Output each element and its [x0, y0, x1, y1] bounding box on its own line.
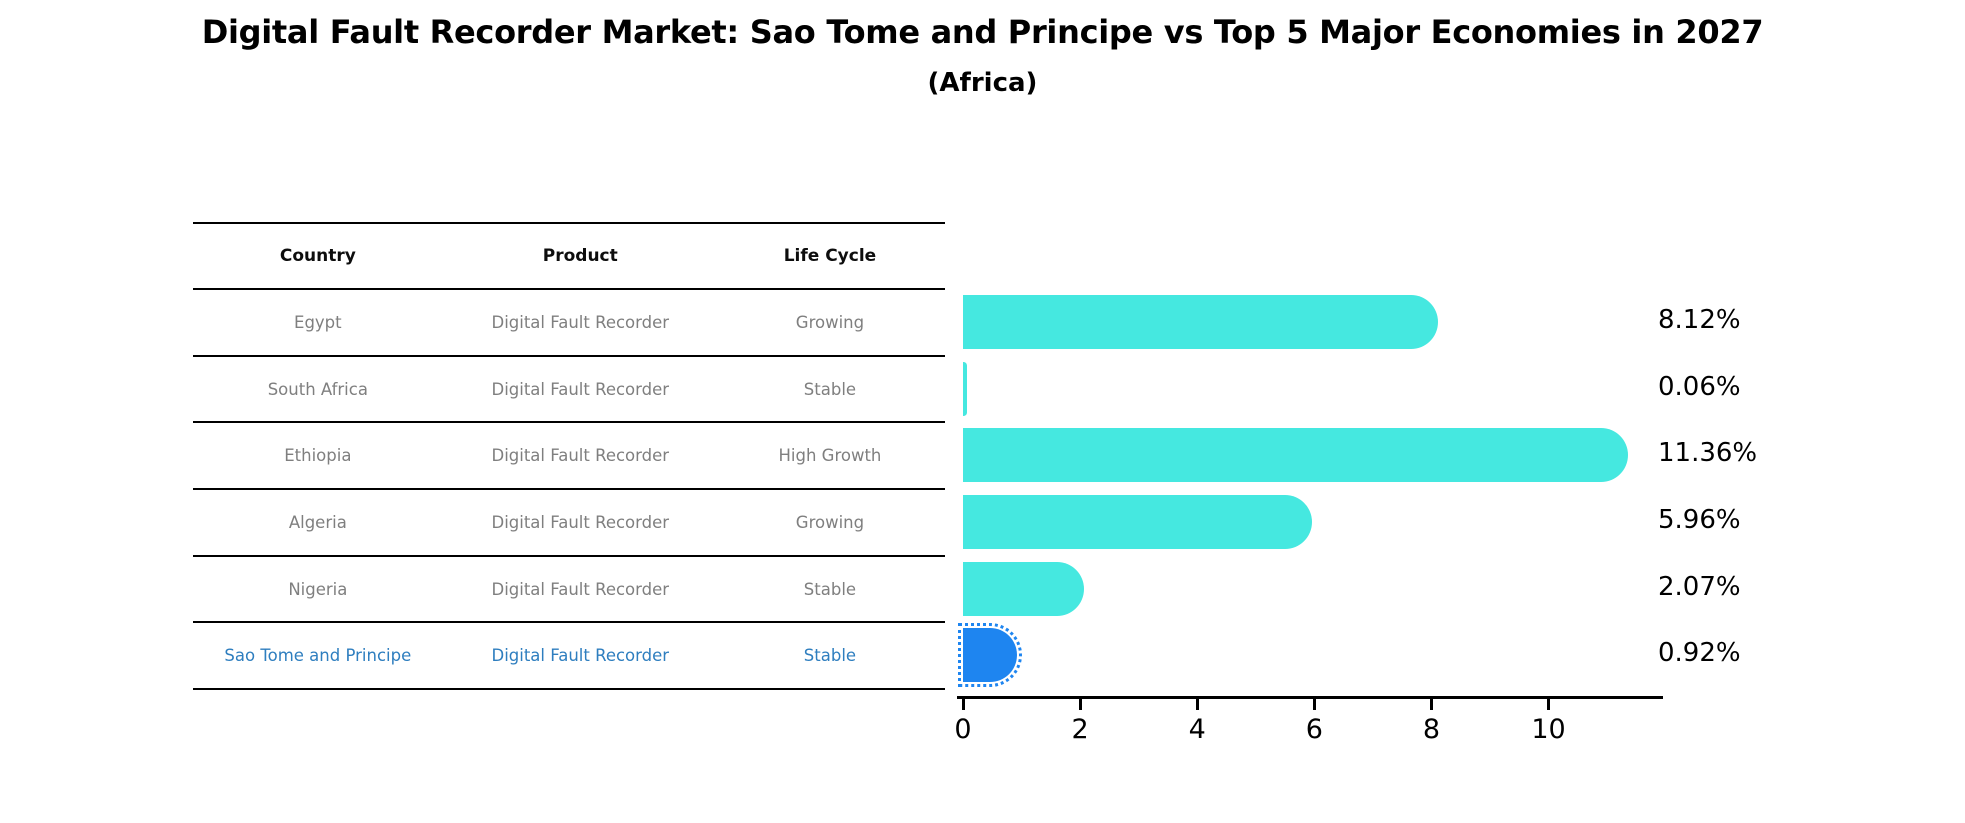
bar-highlight: [958, 623, 1022, 688]
cell-life-cycle: High Growth: [778, 446, 882, 466]
x-axis-tick-label: 6: [1305, 714, 1323, 745]
cell-product: Digital Fault Recorder: [491, 446, 670, 466]
bar: [963, 428, 1629, 483]
cell-country: Sao Tome and Principe: [224, 646, 412, 666]
x-axis-tick: [1078, 697, 1082, 710]
value-label: 8.12%: [1658, 305, 1741, 335]
chart-title: Digital Fault Recorder Market: Sao Tome …: [201, 13, 1764, 51]
x-axis-tick-label: 8: [1422, 714, 1441, 745]
table-row: Algeria Digital Fault Recorder Growing: [193, 490, 945, 557]
x-axis-tick: [1429, 697, 1433, 710]
cell-product: Digital Fault Recorder: [491, 312, 670, 332]
table-header-row: Country Product Life Cycle: [193, 224, 945, 290]
cell-product: Digital Fault Recorder: [491, 579, 670, 599]
value-label: 11.36%: [1658, 438, 1758, 469]
table-row: Ethiopia Digital Fault Recorder High Growt…: [193, 423, 945, 491]
x-axis-tick: [1547, 697, 1551, 710]
bar: [963, 561, 1085, 616]
value-label: 0.92%: [1658, 638, 1741, 669]
cell-product: Digital Fault Recorder: [491, 512, 670, 532]
column-header-product: Product: [542, 246, 618, 266]
cell-life-cycle: Growing: [795, 512, 865, 532]
data-table: Country Product Life Cycle Egypt Digital …: [193, 222, 945, 691]
value-label: 5.96%: [1658, 505, 1741, 535]
table-body: Egypt Digital Fault Recorder Growing South …: [193, 290, 945, 691]
cell-life-cycle: Stable: [803, 646, 857, 666]
plot-area: 0 2 4 6 8 10: [954, 288, 1663, 745]
cell-life-cycle: Stable: [803, 579, 857, 599]
cell-life-cycle: Growing: [795, 312, 865, 332]
x-axis-line: [957, 695, 1663, 699]
cell-country: Nigeria: [288, 579, 348, 599]
x-axis-tick-label: 0: [954, 714, 972, 745]
x-axis-tick: [1312, 697, 1316, 710]
cell-country: Ethiopia: [284, 446, 352, 466]
x-axis-tick: [1195, 697, 1199, 710]
bar: [963, 295, 1439, 349]
chart-subtitle: (Africa): [927, 68, 1038, 98]
table-row: South Africa Digital Fault Recorder Stable: [193, 357, 945, 424]
cell-country: Egypt: [294, 312, 342, 332]
value-label: 2.07%: [1658, 571, 1741, 602]
cell-country: South Africa: [267, 379, 368, 399]
cell-product: Digital Fault Recorder: [491, 379, 670, 399]
x-axis-tick-label: 4: [1188, 714, 1206, 745]
cell-life-cycle: Stable: [803, 379, 857, 399]
column-header-country: Country: [279, 246, 356, 266]
bar: [963, 495, 1312, 549]
cell-product: Digital Fault Recorder: [491, 646, 670, 666]
cell-country: Algeria: [288, 512, 347, 532]
x-axis-tick-label: 10: [1531, 714, 1566, 745]
x-axis-tick: [961, 697, 965, 710]
x-axis-tick-label: 2: [1071, 714, 1089, 745]
column-header-life-cycle: Life Cycle: [783, 246, 877, 266]
table-row: Egypt Digital Fault Recorder Growing: [193, 290, 945, 357]
bar: [963, 361, 967, 416]
table-row: Nigeria Digital Fault Recorder Stable: [193, 557, 945, 624]
value-label: 0.06%: [1658, 371, 1741, 402]
table-row: Sao Tome and Principe Digital Fault Recor…: [193, 623, 945, 691]
